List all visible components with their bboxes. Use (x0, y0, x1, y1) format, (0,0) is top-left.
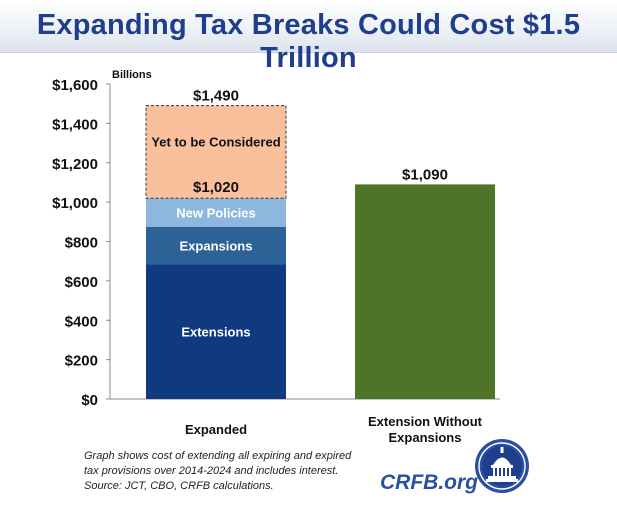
title-bar: Expanding Tax Breaks Could Cost $1.5 Tri… (0, 0, 617, 74)
y-tick-label: $1,600 (52, 77, 98, 94)
y-tick-label: $0 (81, 392, 98, 409)
y-tick-label: $800 (65, 235, 98, 252)
y-tick-label: $400 (65, 313, 98, 330)
y-tick-label: $200 (65, 353, 98, 370)
y-tick-label: $1,200 (52, 156, 98, 173)
bar-segment-new-policies (146, 198, 286, 227)
segment-label: New Policies (176, 205, 255, 220)
footnote-line: tax provisions over 2014-2024 and includ… (84, 465, 339, 477)
bar-segment-extensions (146, 264, 286, 399)
y-tick-label: $1,400 (52, 116, 98, 133)
total-label: $1,490 (193, 88, 239, 105)
segment-label: Extensions (181, 325, 250, 340)
y-tick-label: $1,000 (52, 195, 98, 212)
segment-label: Expansions (180, 238, 253, 253)
footnote-line: Graph shows cost of extending all expiri… (84, 450, 352, 462)
y-tick-label: $600 (65, 274, 98, 291)
total-label: $1,020 (193, 179, 239, 196)
bar-segment-yet-to-be-considered (145, 105, 287, 199)
bar-extension-without-expansions (355, 184, 495, 399)
x-tick-label: Extension Without Expansions (368, 414, 483, 445)
segment-label: Yet to be Considered (151, 135, 280, 150)
total-label: $1,090 (402, 166, 448, 183)
brand-logo-text: CRFB.org (380, 471, 478, 494)
footnote-line: Source: JCT, CBO, CRFB calculations. (84, 480, 274, 492)
page-title: Expanding Tax Breaks Could Cost $1.5 Tri… (36, 9, 581, 74)
footnote: Graph shows cost of extending all expiri… (84, 449, 384, 494)
bar-segment-expansions (146, 226, 286, 265)
y-axis-label: Billions (112, 69, 152, 81)
x-tick-label: Expanded (185, 422, 247, 437)
capitol-seal-icon (475, 439, 529, 493)
